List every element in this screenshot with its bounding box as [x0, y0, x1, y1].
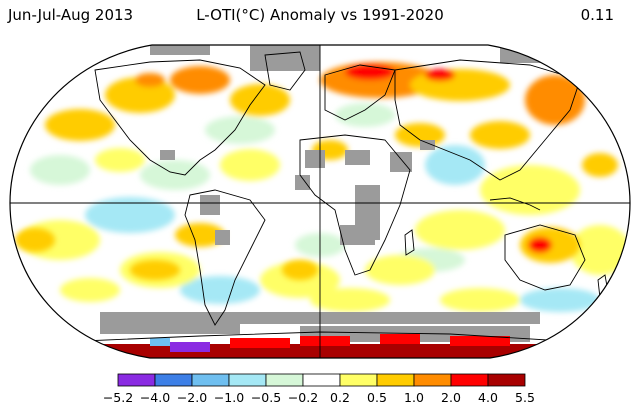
legend-swatches	[117, 373, 526, 387]
legend-swatch	[228, 373, 267, 387]
legend-swatch	[413, 373, 452, 387]
map-title: L-OTI(°C) Anomaly vs 1991-2020	[196, 6, 444, 24]
legend-tick-label: −5.2	[103, 390, 133, 405]
legend-tick-label: −1.0	[214, 390, 244, 405]
legend-tick-label: 0.5	[367, 390, 387, 405]
legend-swatch	[339, 373, 378, 387]
global-mean-value: 0.11	[580, 6, 614, 24]
legend-tick-label: −4.0	[140, 390, 170, 405]
legend-swatch	[376, 373, 415, 387]
legend-swatch	[450, 373, 489, 387]
legend-swatch	[302, 373, 341, 387]
legend-swatch	[191, 373, 230, 387]
legend-swatch	[154, 373, 193, 387]
legend-tick-label: 4.0	[478, 390, 498, 405]
legend-tick-label: −2.0	[177, 390, 207, 405]
globe-outline	[9, 44, 631, 359]
legend-tick-label: 2.0	[441, 390, 461, 405]
legend-tick-label: 5.5	[515, 390, 535, 405]
legend-swatch	[487, 373, 526, 387]
legend-swatch	[117, 373, 156, 387]
missing-data-regions	[100, 45, 570, 342]
period-label: Jun-Jul-Aug 2013	[8, 6, 134, 24]
antarctic-patches	[150, 334, 510, 352]
legend-tick-label: −0.2	[288, 390, 318, 405]
strong-anomaly-patches	[15, 62, 618, 280]
legend-tick-label: −0.5	[251, 390, 281, 405]
legend-swatch	[265, 373, 304, 387]
legend-tick-label: 0.2	[330, 390, 350, 405]
legend-ticks: −5.2 −4.0 −2.0 −1.0 −0.5 −0.2 0.2 0.5 1.0 2.0 4.0 5…	[103, 390, 535, 405]
legend-tick-label: 1.0	[404, 390, 424, 405]
